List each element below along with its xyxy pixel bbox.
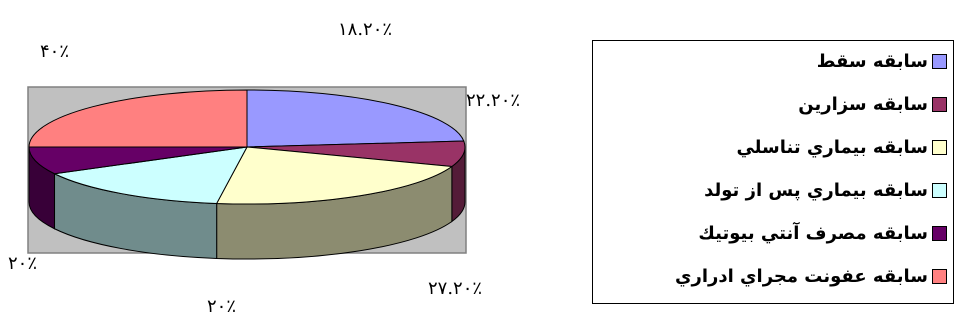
data-label-series-0: ۱۸.۲۰٪ xyxy=(338,19,393,40)
legend-label-0: سابقه سقط xyxy=(816,50,928,72)
legend-item-5: سابقه عفونت مجراي ادراري xyxy=(675,261,947,291)
legend-item-1: سابقه سزارين xyxy=(798,89,947,119)
pie-slice-4 xyxy=(28,146,248,175)
data-label-series-2: ۲۷.۲۰٪ xyxy=(428,278,483,299)
legend-swatch-5 xyxy=(932,268,947,284)
legend-label-5: سابقه عفونت مجراي ادراري xyxy=(674,265,928,287)
legend-swatch-3 xyxy=(932,182,947,198)
legend-swatch-0 xyxy=(932,53,947,69)
legend-item-0: سابقه سقط xyxy=(817,46,947,76)
data-label-series-3: ۲۰٪ xyxy=(207,296,237,317)
data-label-series-1: ۲۲.۲۰٪ xyxy=(466,90,521,111)
pie-slice-1 xyxy=(246,140,466,168)
legend-swatch-1 xyxy=(932,96,947,112)
legend-item-3: سابقه بيماري پس از تولد xyxy=(704,175,947,205)
pie-slice-2 xyxy=(215,146,454,205)
legend-item-4: سابقه مصرف آنتي بيوتيك xyxy=(698,218,947,248)
legend-swatch-2 xyxy=(932,139,947,155)
legend-label-3: سابقه بيماري پس از تولد xyxy=(704,179,928,201)
pie-slice-3 xyxy=(52,146,248,204)
legend-label-2: سابقه بيماري تناسلي xyxy=(736,136,928,158)
legend-label-1: سابقه سزارين xyxy=(798,93,928,115)
pie-chart xyxy=(27,86,467,260)
legend-item-2: سابقه بيماري تناسلي xyxy=(736,132,947,162)
legend-swatch-4 xyxy=(932,225,947,241)
legend: سابقه سقط سابقه سزارين سابقه بيماري تناس… xyxy=(592,40,954,304)
data-label-series-5: ۴۰٪ xyxy=(40,41,70,62)
pie-slice-5 xyxy=(28,89,248,148)
pie-slice-0 xyxy=(246,89,465,148)
data-label-series-4: ۲۰٪ xyxy=(8,253,38,274)
legend-label-4: سابقه مصرف آنتي بيوتيك xyxy=(698,222,928,244)
